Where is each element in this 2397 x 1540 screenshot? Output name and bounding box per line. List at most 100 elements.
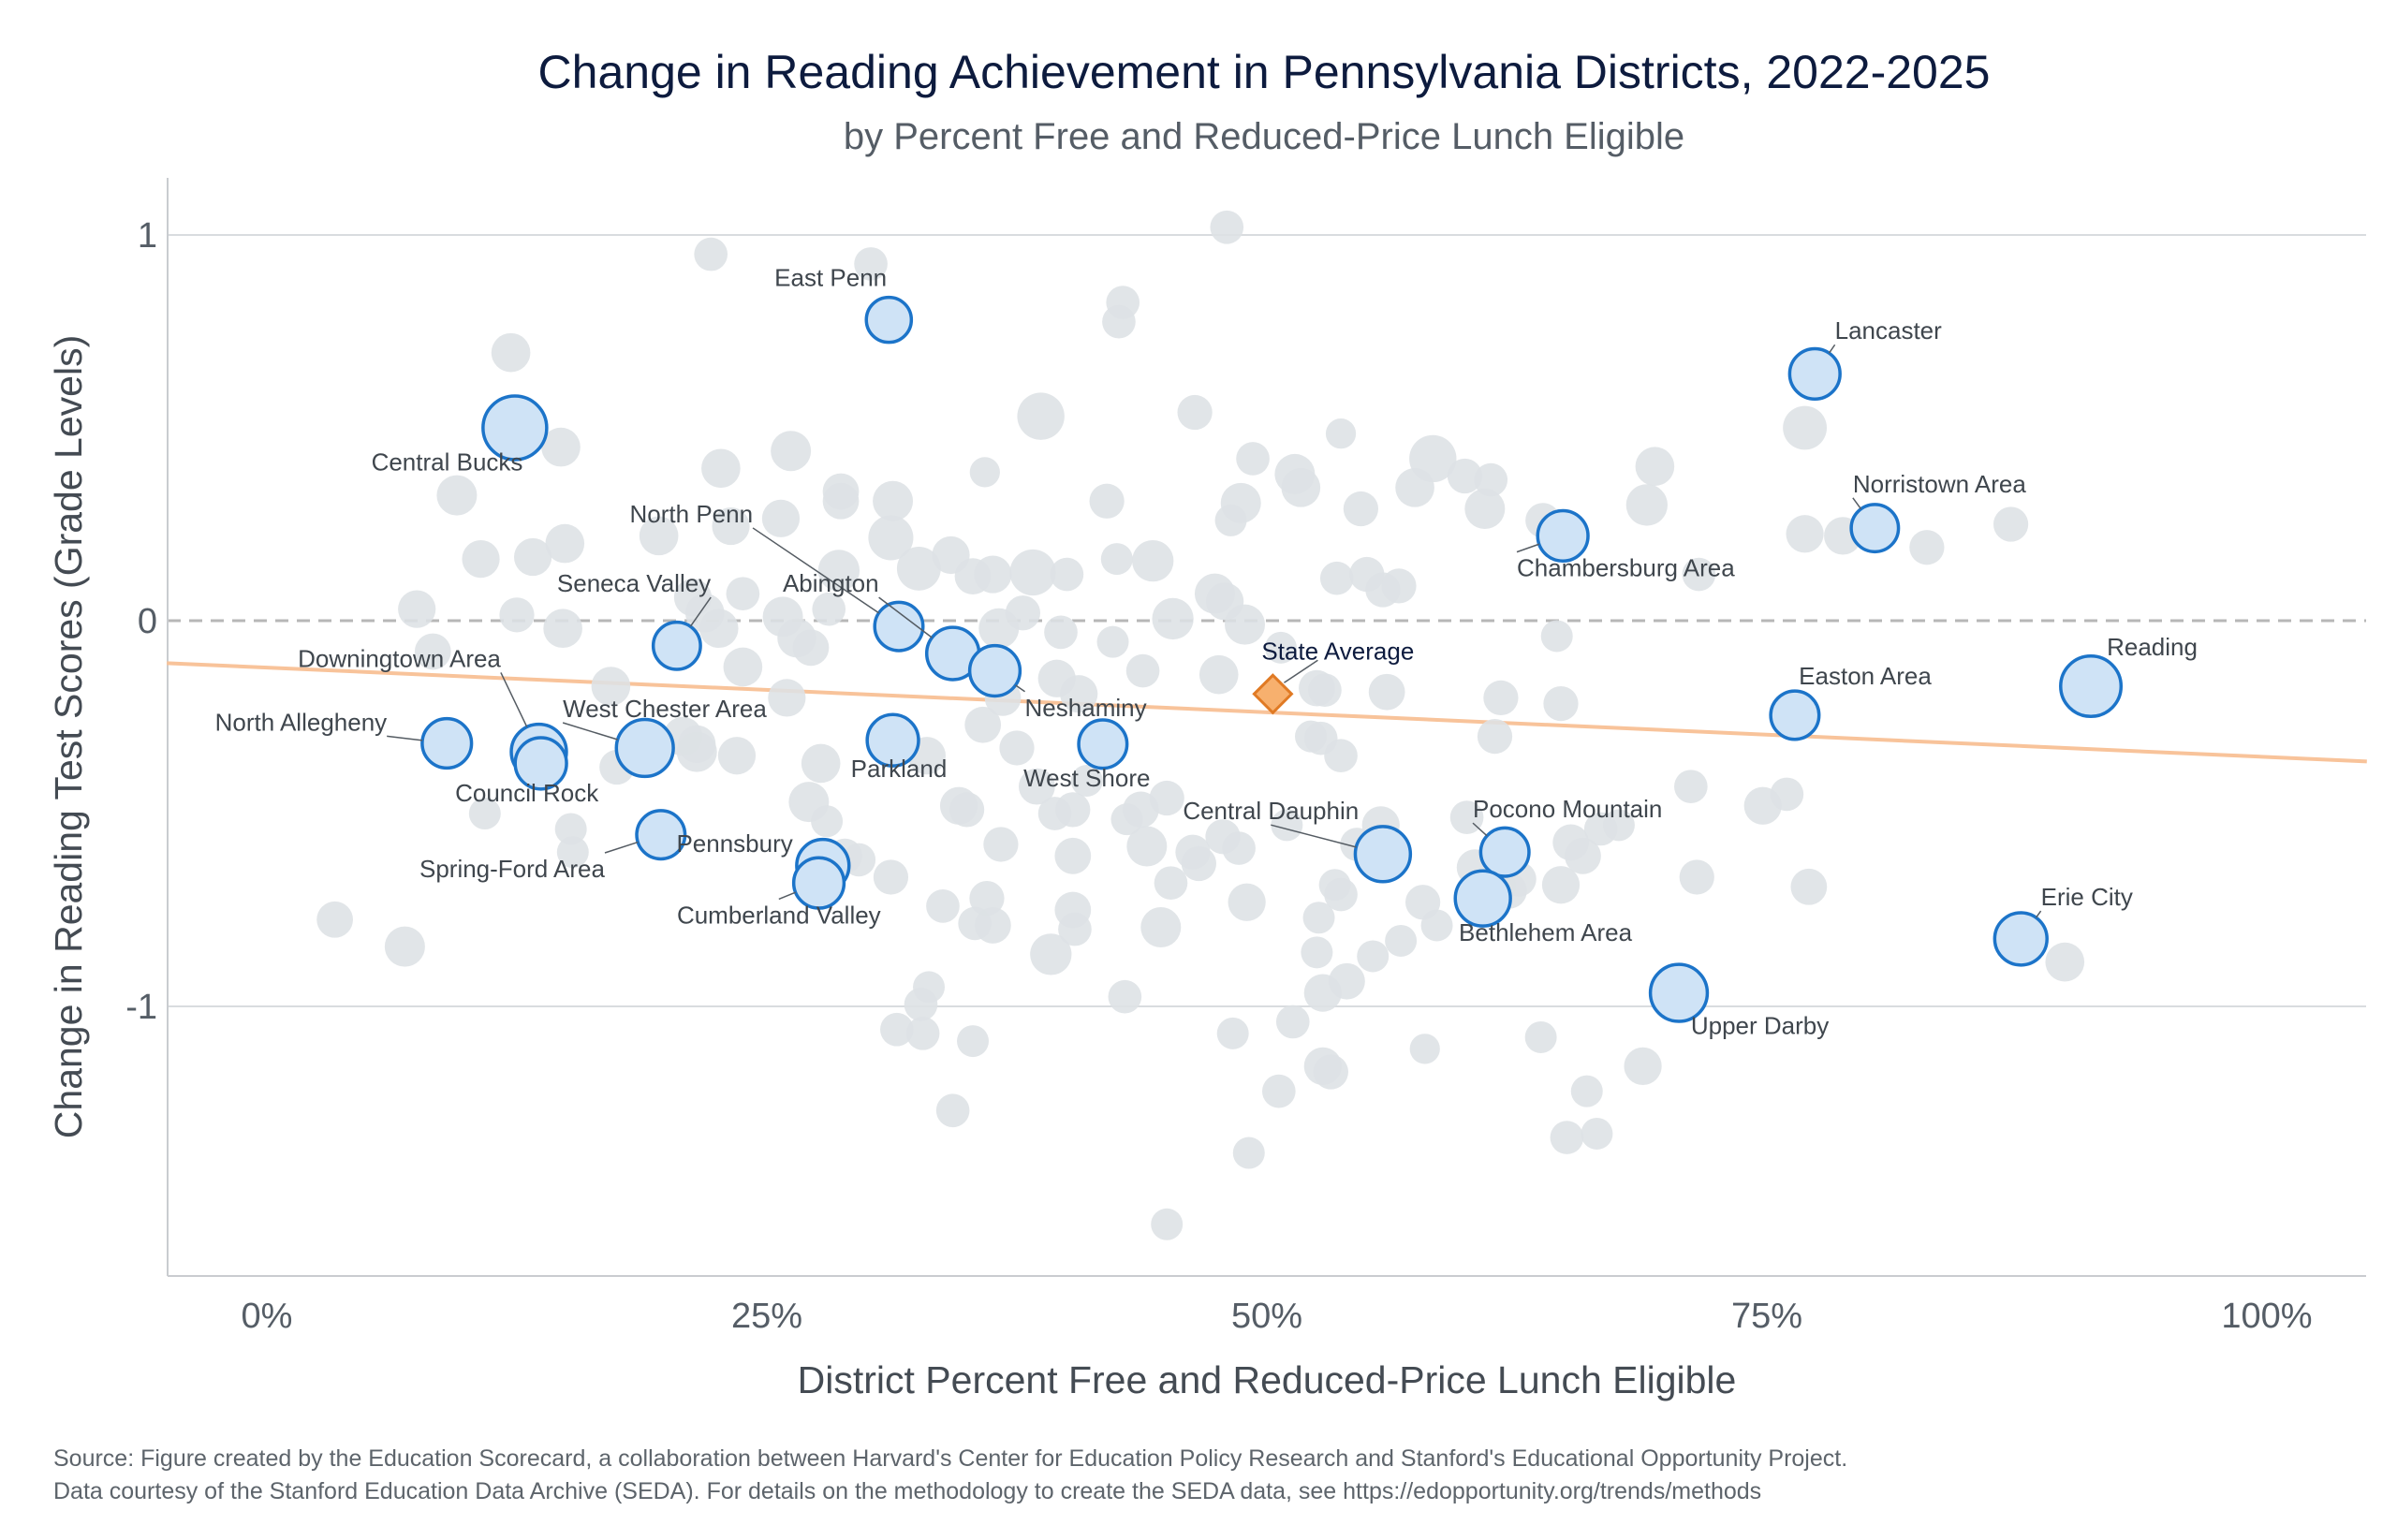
- highlighted-district-point: [791, 856, 846, 910]
- district-point: [726, 577, 760, 610]
- highlighted-district-point: [651, 620, 702, 671]
- district-point: [935, 1093, 970, 1128]
- district-point: [926, 889, 960, 923]
- label-leader-line: [1472, 822, 1488, 837]
- highlighted-district-point: [873, 600, 925, 653]
- district-point: [1679, 859, 1714, 895]
- tick-labels: 1 0 -1 0% 25% 50% 75% 100%: [125, 216, 2312, 1336]
- district-point: [1365, 572, 1401, 608]
- district-point: [983, 827, 1019, 862]
- district-point: [1232, 1137, 1265, 1169]
- district-label: Downingtown Area: [298, 644, 501, 672]
- district-point: [1005, 595, 1041, 631]
- district-point: [316, 901, 354, 938]
- x-axis-title: District Percent Free and Reduced-Price …: [798, 1358, 1737, 1401]
- district-point: [1058, 912, 1092, 946]
- district-point: [1177, 394, 1213, 431]
- district-point: [1625, 484, 1669, 526]
- label-leader-line: [1828, 344, 1836, 354]
- district-point: [1302, 902, 1335, 934]
- label-leader-line: [604, 841, 639, 854]
- x-tick-label: 50%: [1231, 1297, 1302, 1336]
- highlighted-district-point: [865, 712, 920, 768]
- district-point: [1786, 515, 1824, 553]
- district-point: [1464, 489, 1506, 530]
- highlighted-district-point: [1648, 962, 1710, 1023]
- district-point: [545, 523, 585, 564]
- district-point: [792, 629, 830, 667]
- label-leader-line: [689, 596, 712, 627]
- district-label: Abington: [783, 569, 879, 597]
- district-point: [1070, 764, 1103, 797]
- highlighted-district-point: [420, 716, 474, 770]
- district-label: Central Dauphin: [1183, 797, 1359, 825]
- district-point: [1236, 442, 1270, 476]
- district-point: [1395, 468, 1434, 507]
- district-point: [1318, 869, 1351, 902]
- district-point: [591, 667, 631, 706]
- district-point: [1225, 604, 1266, 645]
- district-point: [1447, 458, 1483, 494]
- highlighted-district-point: [1993, 911, 2049, 967]
- district-point: [717, 737, 757, 775]
- district-point: [1210, 210, 1244, 244]
- highlighted-district-point: [614, 717, 675, 779]
- district-point: [491, 332, 531, 373]
- highlighted-district-point: [2059, 654, 2124, 719]
- district-point: [974, 555, 1012, 594]
- district-point: [958, 906, 992, 941]
- district-label: Bethlehem Area: [1459, 918, 1633, 946]
- district-point: [949, 792, 985, 828]
- district-point: [1110, 803, 1143, 836]
- district-label: Spring-Ford Area: [419, 855, 606, 883]
- district-point: [1060, 675, 1098, 713]
- highlighted-district-point: [635, 809, 687, 861]
- district-label: Reading: [2107, 633, 2198, 661]
- district-point: [1524, 1020, 1557, 1053]
- district-point: [414, 633, 451, 670]
- district-point: [1096, 625, 1129, 658]
- district-point: [1674, 770, 1708, 803]
- district-point: [1100, 543, 1133, 576]
- district-label: North Penn: [630, 500, 754, 528]
- district-point: [1054, 837, 1092, 874]
- district-point: [1017, 392, 1065, 440]
- district-point: [822, 482, 860, 520]
- district-point: [1570, 1075, 1603, 1107]
- district-label: North Allegheny: [215, 708, 388, 736]
- district-point: [1102, 304, 1136, 339]
- district-point: [1790, 868, 1828, 905]
- x-tick-label: 75%: [1731, 1297, 1802, 1336]
- district-point: [771, 431, 812, 472]
- district-point: [1474, 462, 1508, 497]
- district-point: [678, 725, 716, 763]
- district-point: [1222, 831, 1256, 865]
- district-point: [1319, 561, 1354, 595]
- grid-lines: [168, 234, 2366, 1007]
- district-label: Parkland: [851, 755, 948, 783]
- district-point: [1420, 909, 1453, 942]
- highlighted-district-point: [1478, 826, 1531, 878]
- district-point: [1541, 866, 1581, 904]
- district-label: Upper Darby: [1691, 1012, 1829, 1040]
- district-point: [811, 805, 844, 838]
- district-point: [1635, 447, 1675, 487]
- label-leader-line: [878, 596, 933, 638]
- district-point: [1261, 1074, 1296, 1108]
- district-label: West Shore: [1023, 764, 1150, 792]
- district-point: [1550, 1121, 1584, 1154]
- highlighted-district-point: [1453, 869, 1512, 928]
- district-point: [1301, 936, 1333, 969]
- district-point: [513, 537, 552, 577]
- x-tick-label: 0%: [242, 1297, 293, 1336]
- district-point: [1018, 768, 1055, 805]
- highlighted-district-point: [481, 394, 549, 462]
- district-point: [541, 427, 581, 467]
- district-point: [1198, 654, 1239, 695]
- district-point: [543, 609, 582, 649]
- trend-line: [167, 661, 2367, 764]
- label-leader-line: [778, 891, 796, 901]
- district-point: [1132, 539, 1174, 582]
- district-point: [1325, 418, 1357, 449]
- district-point: [694, 237, 728, 271]
